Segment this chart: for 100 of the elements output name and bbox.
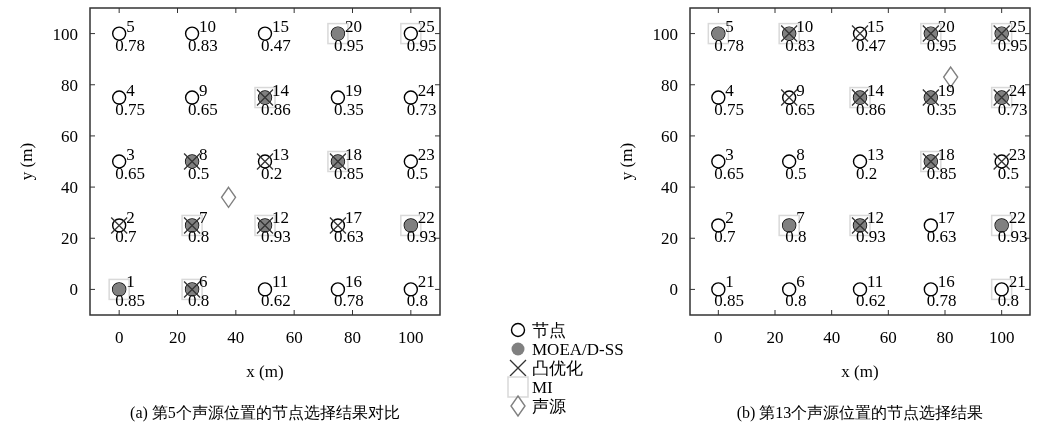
x-tick-label: 100 xyxy=(398,328,424,347)
annotation: 23 xyxy=(1008,144,1026,164)
y-axis-title: y (m) xyxy=(617,142,636,181)
x-tick-label: 20 xyxy=(169,328,186,347)
point xyxy=(711,218,726,233)
annotation: 16 xyxy=(344,272,362,292)
annotation: 19 xyxy=(344,80,362,100)
annotation: 0.95 xyxy=(997,35,1028,55)
y-tick-label: 100 xyxy=(52,24,78,44)
annotation: 0.85 xyxy=(926,163,957,183)
annotation: 13 xyxy=(272,144,289,164)
annotation: 0.78 xyxy=(714,35,745,55)
annotation: 0.83 xyxy=(785,35,815,55)
x-axis-title: x (m) xyxy=(246,362,284,381)
annotation: 25 xyxy=(1008,16,1026,36)
annotation: 0.75 xyxy=(714,99,745,119)
x-tick-label: 0 xyxy=(114,328,124,347)
annotation: 0.65 xyxy=(188,99,218,119)
annotation: 0.35 xyxy=(333,99,364,119)
annotation: 9 xyxy=(199,80,208,100)
point xyxy=(711,154,726,169)
annotation: 0.5 xyxy=(188,163,210,183)
point xyxy=(403,154,419,169)
annotation: 0.85 xyxy=(115,291,145,311)
point xyxy=(111,154,127,169)
annotation: 0.65 xyxy=(785,99,815,119)
annotation: 0.63 xyxy=(926,227,957,247)
annotation: 22 xyxy=(1008,208,1026,228)
annotation: 7 xyxy=(796,208,806,228)
annotation: 0.8 xyxy=(406,291,429,311)
annotation: 0.8 xyxy=(785,291,807,311)
y-tick-label: 80 xyxy=(661,75,678,95)
annotation: 0.93 xyxy=(261,227,291,247)
legend-label: 声源 xyxy=(532,397,566,416)
point xyxy=(257,26,273,41)
y-tick-label: 20 xyxy=(61,229,78,249)
y-tick-label: 0 xyxy=(669,280,678,300)
annotation: 0.78 xyxy=(333,291,364,311)
x-tick-label: 60 xyxy=(285,328,303,347)
annotation: 0.8 xyxy=(188,291,210,311)
point xyxy=(220,186,237,209)
annotation: 9 xyxy=(796,80,805,100)
annotation: 0.95 xyxy=(926,35,957,55)
annotation: 0.78 xyxy=(115,35,145,55)
annotation: 13 xyxy=(867,144,884,164)
annotation: 0.75 xyxy=(115,99,145,119)
annotation: 0.86 xyxy=(856,99,886,119)
annotation: 0.47 xyxy=(261,35,292,55)
y-tick-label: 60 xyxy=(61,126,78,146)
y-tick-label: 20 xyxy=(661,229,678,249)
point xyxy=(257,282,273,297)
annotation: 11 xyxy=(272,272,289,292)
annotation: 3 xyxy=(725,144,734,164)
text: (a) 第5个声源位置的节点选择结果对比 xyxy=(130,404,400,422)
text: (b) 第13个声源位置的节点选择结果 xyxy=(736,404,984,422)
y-tick-label: 0 xyxy=(69,280,78,300)
annotation: 22 xyxy=(417,208,435,228)
annotation: 25 xyxy=(417,16,435,36)
annotation: 15 xyxy=(867,16,884,36)
point xyxy=(184,90,200,105)
annotation: 24 xyxy=(417,80,436,100)
annotation: 0.8 xyxy=(997,291,1019,311)
annotation: 19 xyxy=(937,80,955,100)
point xyxy=(330,90,346,105)
y-tick-label: 100 xyxy=(652,24,678,44)
annotation: 0.93 xyxy=(997,227,1028,247)
annotation: 17 xyxy=(937,208,956,228)
y-tick-label: 40 xyxy=(61,178,78,198)
annotation: 0.65 xyxy=(714,163,745,183)
annotation: 15 xyxy=(272,16,289,36)
annotation: 0.93 xyxy=(406,227,437,247)
annotation: 0.7 xyxy=(714,227,737,247)
annotation: 7 xyxy=(199,208,209,228)
annotation: 0.35 xyxy=(926,99,957,119)
annotation: 24 xyxy=(1008,80,1027,100)
legend-label: 节点 xyxy=(532,321,566,340)
annotation: 0.7 xyxy=(115,227,137,247)
legend-label: MOEA/D-SS xyxy=(532,340,624,359)
annotation: 0.2 xyxy=(856,163,878,183)
annotation: 2 xyxy=(126,208,135,228)
annotation: 8 xyxy=(199,144,208,164)
annotation: 1 xyxy=(725,272,734,292)
annotation: 10 xyxy=(199,16,217,36)
annotation: 0.2 xyxy=(261,163,283,183)
annotation: 17 xyxy=(344,208,363,228)
annotation: 3 xyxy=(126,144,135,164)
annotation: 1 xyxy=(126,272,135,292)
annotation: 6 xyxy=(199,272,208,292)
annotation: 10 xyxy=(796,16,814,36)
point xyxy=(403,90,419,105)
annotation: 6 xyxy=(796,272,805,292)
annotation: 0.86 xyxy=(261,99,291,119)
y-tick-label: 40 xyxy=(661,178,678,198)
point xyxy=(923,218,939,233)
x-tick-label: 100 xyxy=(988,328,1015,347)
annotation: 12 xyxy=(272,208,289,228)
annotation: 12 xyxy=(867,208,884,228)
annotation: 0.47 xyxy=(856,35,887,55)
annotation: 0.5 xyxy=(785,163,807,183)
annotation: 0.73 xyxy=(406,99,437,119)
